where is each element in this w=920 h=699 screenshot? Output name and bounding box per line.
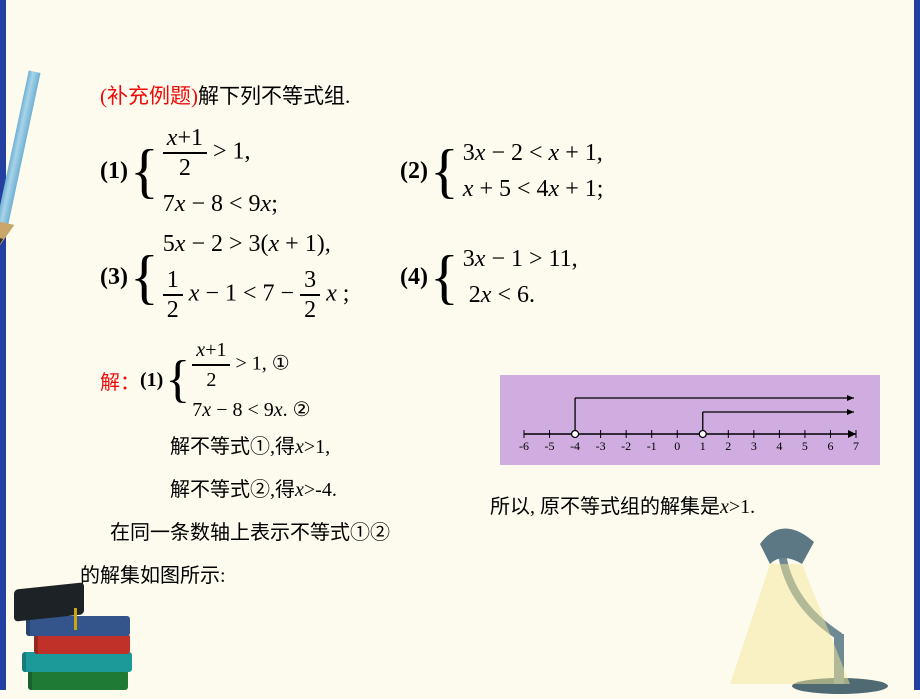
right-border [914, 0, 920, 690]
svg-text:2: 2 [725, 439, 731, 453]
heading: (补充例题)解下列不等式组. [100, 80, 880, 110]
problem-2-label: (2) [400, 158, 428, 185]
svg-text:7: 7 [853, 439, 859, 453]
numberline-box: -6 -5 -4 -3 -2 -1 0 1 2 3 4 5 6 7 [500, 375, 880, 465]
books-decoration [10, 600, 160, 690]
problem-4: (4) { 3x − 1 > 11, 2x < 6. [400, 245, 578, 309]
svg-text:-4: -4 [570, 439, 580, 453]
svg-text:-3: -3 [596, 439, 606, 453]
problem-3-label: (3) [100, 264, 128, 291]
svg-text:1: 1 [700, 439, 706, 453]
svg-text:-6: -6 [519, 439, 529, 453]
solution-restate-label: (1) [140, 369, 163, 392]
problem-1: (1) { x+12 > 1, 7x − 8 < 9x; [100, 124, 400, 218]
svg-text:-2: -2 [621, 439, 631, 453]
problem-2: (2) { 3x − 2 < x + 1, x + 5 < 4x + 1; [400, 139, 603, 203]
svg-text:-5: -5 [545, 439, 555, 453]
problem-4-label: (4) [400, 264, 428, 291]
svg-text:4: 4 [776, 439, 782, 453]
svg-text:-1: -1 [647, 439, 657, 453]
svg-text:0: 0 [674, 439, 680, 453]
solution-r1: > 1, ① [230, 353, 289, 375]
heading-prefix: (补充例题) [100, 84, 198, 108]
svg-text:5: 5 [802, 439, 808, 453]
problems-row-1: (1) { x+12 > 1, 7x − 8 < 9x; (2) { 3x − … [100, 124, 880, 218]
problems-row-2: (3) { 5x − 2 > 3(x + 1), 12 x − 1 < 7 − … [100, 230, 880, 324]
numberline-svg: -6 -5 -4 -3 -2 -1 0 1 2 3 4 5 6 7 [510, 380, 870, 460]
heading-text: 解下列不等式组. [198, 84, 350, 108]
svg-text:3: 3 [751, 439, 757, 453]
problem-1-label: (1) [100, 158, 128, 185]
p1-row1-rest: > 1, [207, 139, 251, 165]
lamp-decoration [730, 494, 910, 694]
problem-3: (3) { 5x − 2 > 3(x + 1), 12 x − 1 < 7 − … [100, 230, 400, 324]
solution-conclusion: 所以, 原不等式组的解集是x>1. [490, 490, 755, 519]
svg-text:6: 6 [827, 439, 833, 453]
solution-label: 解： [100, 366, 140, 395]
pencil-decoration [0, 36, 70, 264]
